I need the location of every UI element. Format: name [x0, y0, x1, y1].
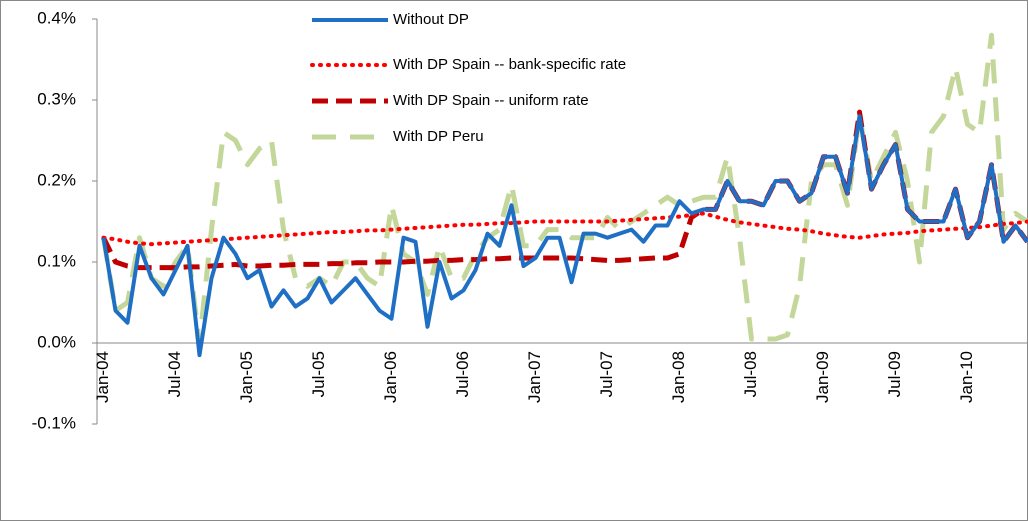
- legend-label: With DP Spain -- bank-specific rate: [393, 56, 626, 73]
- x-tick-label: Jan-06: [381, 351, 400, 403]
- y-tick-label: 0.3%: [37, 89, 76, 108]
- x-tick-label: Jul-09: [885, 351, 904, 397]
- legend-label: With DP Peru: [393, 128, 484, 145]
- y-tick-label: 0.4%: [37, 8, 76, 27]
- y-tick-label: -0.1%: [32, 413, 76, 432]
- y-tick-label: 0.2%: [37, 170, 76, 189]
- series-line: [101, 211, 1028, 247]
- y-tick-label: 0.0%: [37, 332, 76, 351]
- x-tick-label: Jul-06: [453, 351, 472, 397]
- legend-label: Without DP: [393, 11, 469, 28]
- y-tick-label: 0.1%: [37, 251, 76, 270]
- x-tick-label: Jan-08: [669, 351, 688, 403]
- series-line: [101, 114, 1028, 358]
- legend-label: With DP Spain -- uniform rate: [393, 92, 589, 109]
- x-tick-label: Jul-04: [165, 351, 184, 397]
- x-tick-label: Jan-05: [237, 351, 256, 403]
- x-tick-label: Jul-07: [597, 351, 616, 397]
- x-tick-label: Jan-10: [957, 351, 976, 403]
- x-tick-label: Jul-08: [741, 351, 760, 397]
- series-line: [101, 32, 1028, 346]
- x-tick-label: Jul-05: [309, 351, 328, 397]
- x-tick-label: Jan-09: [813, 351, 832, 403]
- x-tick-label: Jan-07: [525, 351, 544, 403]
- x-tick-label: Jan-04: [93, 351, 112, 403]
